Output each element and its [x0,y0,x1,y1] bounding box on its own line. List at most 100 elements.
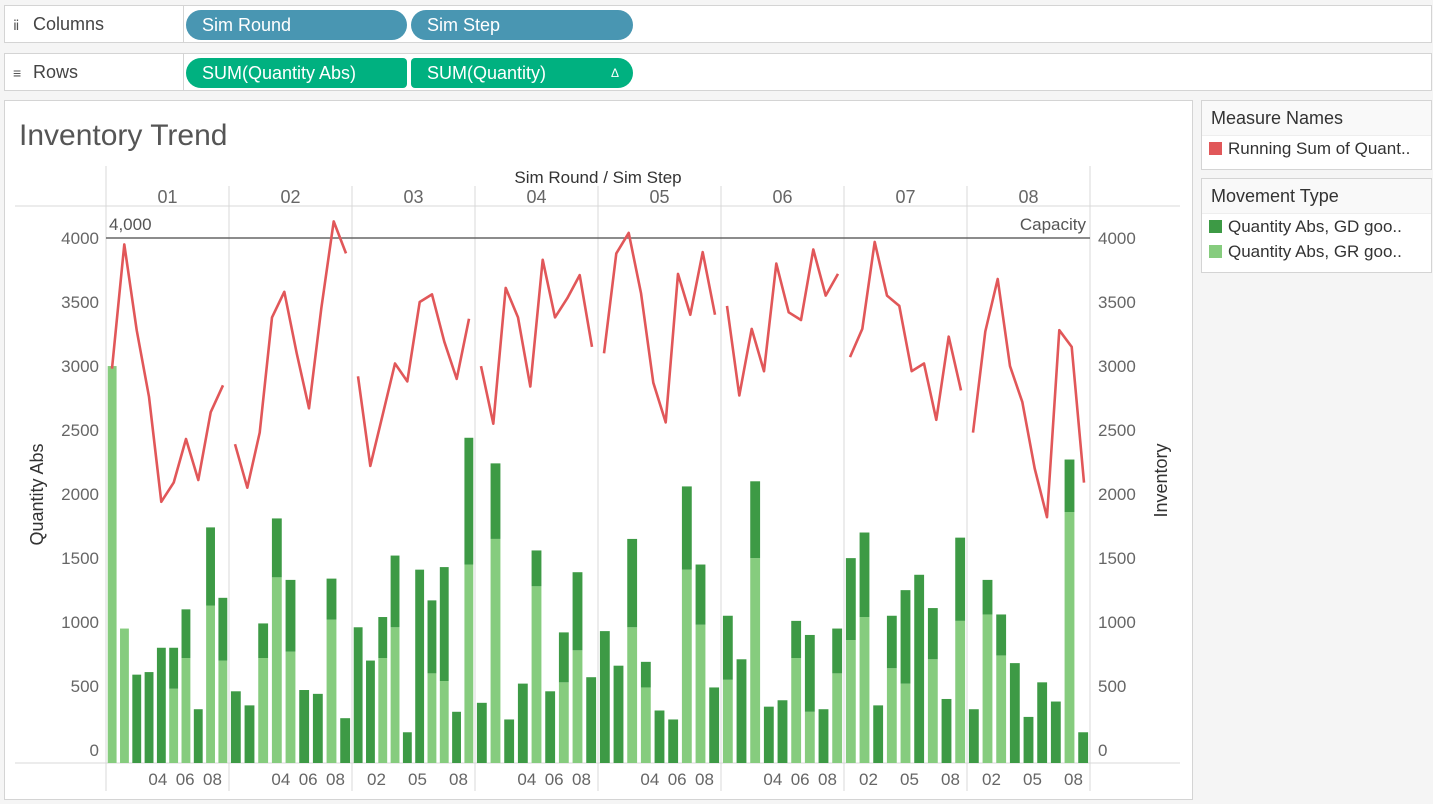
bar-gd-segment [613,665,624,763]
y-left-axis-label: Quantity Abs [27,443,47,545]
y-right-tick-label: 0 [1098,741,1107,760]
bar-gr-segment [845,640,856,763]
bar-gd-segment [1037,682,1048,763]
legend-swatch [1209,220,1222,233]
bar-gd-segment [340,718,351,763]
x-tick-label: 06 [299,770,318,789]
y-left-tick-label: 0 [90,741,99,760]
y-right-tick-label: 1000 [1098,613,1136,632]
y-left-tick-label: 3000 [61,357,99,376]
bar-gd-segment [415,569,425,763]
column-header-title: Sim Round / Sim Step [514,168,681,187]
x-tick-label: 02 [982,770,1001,789]
bar-gr-segment [572,650,583,763]
bar-gd-segment [218,597,228,661]
bar-gd-segment [558,632,569,683]
bar-gd-segment [452,711,461,763]
x-tick-label: 04 [148,770,167,789]
legend-item-gr[interactable]: Quantity Abs, GR goo.. [1202,239,1431,264]
bar-gd-segment [886,615,897,669]
x-tick-label: 04 [640,770,659,789]
bar-gd-segment [982,579,993,615]
bar-gr-segment [681,569,692,763]
bar-gr-segment [1064,512,1075,763]
legend-movement-type-title: Movement Type [1202,179,1431,214]
bar-gd-segment [927,608,938,660]
bar-gr-segment [427,673,437,763]
legend-item-gd[interactable]: Quantity Abs, GD goo.. [1202,214,1431,239]
y-right-tick-label: 2500 [1098,421,1136,440]
x-tick-label: 02 [367,770,386,789]
bar-gd-segment [271,518,282,578]
legend-swatch [1209,245,1222,258]
rows-shelf-label: ≡ Rows [5,54,184,90]
bar-gr-segment [169,688,179,763]
columns-shelf: ⅱ Columns Sim Round Sim Step [4,5,1432,43]
round-header-label: 07 [895,187,915,207]
x-tick-label: 06 [176,770,195,789]
y-left-tick-label: 2000 [61,485,99,504]
bar-gd-segment [244,705,255,763]
round-header-label: 01 [157,187,177,207]
y-left-tick-label: 1000 [61,613,99,632]
bar-gr-segment [271,577,282,763]
bar-gr-segment [900,683,911,763]
rows-shelf: ≡ Rows SUM(Quantity Abs) SUM(Quantity) Δ [4,53,1432,91]
bar-gd-segment [258,623,269,659]
bar-gr-segment [955,620,966,763]
bar-gd-segment [427,600,437,674]
pill-sum-quantity-abs[interactable]: SUM(Quantity Abs) [186,58,407,88]
bar-gr-segment [181,658,191,763]
bar-gd-segment [490,463,501,539]
y-right-tick-label: 500 [1098,677,1126,696]
pill-sim-round[interactable]: Sim Round [186,10,407,40]
pill-sum-quantity[interactable]: SUM(Quantity) Δ [411,58,633,88]
bar-gd-segment [299,690,310,763]
bar-gd-segment [402,732,412,763]
bar-gd-segment [900,590,911,684]
bar-gd-segment [476,702,487,763]
bar-gd-segment [378,617,388,659]
bar-gd-segment [1009,663,1020,763]
bar-gr-segment [378,658,388,763]
bar-gd-segment [312,693,323,763]
bar-gd-segment [722,615,733,680]
round-header-label: 02 [280,187,300,207]
bar-gr-segment [927,659,938,763]
x-tick-label: 08 [941,770,960,789]
bar-gd-segment [914,574,925,763]
round-header-label: 08 [1018,187,1038,207]
pill-sim-step[interactable]: Sim Step [411,10,633,40]
legend-swatch [1209,142,1222,155]
x-tick-label: 02 [859,770,878,789]
bar-gd-segment [353,627,363,763]
bar-gr-segment [982,614,993,763]
bar-gd-segment [763,706,774,763]
y-left-tick-label: 1500 [61,549,99,568]
bar-gd-segment [132,674,142,763]
bar-gd-segment [681,486,692,570]
y-right-tick-label: 1500 [1098,549,1136,568]
bar-gd-segment [1023,716,1034,763]
bar-gd-segment [627,538,638,628]
bar-gr-segment [439,681,449,763]
running-sum-line [110,243,225,504]
x-tick-label: 06 [545,770,564,789]
bar-gr-segment [390,627,400,763]
bar-gr-segment [722,679,733,763]
y-left-tick-label: 3500 [61,293,99,312]
legend-item-running-sum[interactable]: Running Sum of Quant.. [1202,136,1431,161]
bar-gd-segment [818,709,829,763]
bar-gr-segment [490,538,501,763]
bar-gd-segment [144,672,154,763]
x-tick-label: 08 [695,770,714,789]
y-left-tick-label: 500 [71,677,99,696]
x-tick-label: 08 [326,770,345,789]
bar-gd-segment [668,719,679,763]
bar-gd-segment [326,578,337,620]
bar-gr-segment [996,655,1007,763]
y-left-tick-label: 4000 [61,229,99,248]
bar-gr-segment [326,619,337,763]
running-sum-line [479,258,594,426]
